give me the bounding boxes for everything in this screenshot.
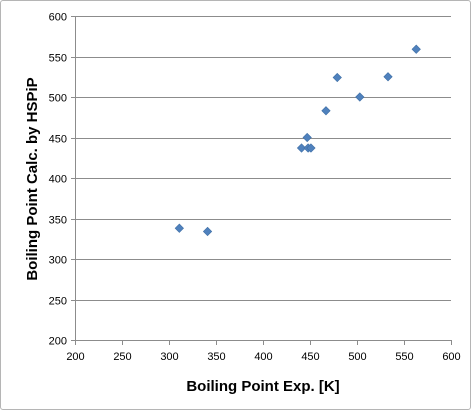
- gridlines: [75, 16, 451, 301]
- data-point: [411, 44, 421, 54]
- y-tick-label: 500: [49, 93, 67, 105]
- data-point: [321, 106, 331, 116]
- data-point: [355, 92, 365, 102]
- y-tick-label: 450: [49, 134, 67, 146]
- x-tick-label: 600: [442, 351, 460, 363]
- y-tick-labels: 200 250 300 350 400 450 500 550 600: [49, 12, 67, 348]
- data-point: [302, 132, 312, 143]
- y-tick-label: 250: [49, 296, 67, 308]
- x-tick-label: 200: [66, 351, 84, 363]
- y-axis-title: Boiling Point Calc. by HSPiP: [24, 77, 41, 280]
- axes: [71, 16, 452, 345]
- x-tick-label: 450: [301, 351, 319, 363]
- data-point: [174, 223, 184, 233]
- y-tick-label: 550: [49, 53, 67, 65]
- x-tick-label: 400: [254, 351, 272, 363]
- y-tick-label: 350: [49, 215, 67, 227]
- data-point: [296, 143, 307, 153]
- data-point: [202, 226, 213, 237]
- x-tick-label: 300: [160, 351, 178, 363]
- x-tick-label: 250: [113, 351, 131, 363]
- data-point: [306, 143, 316, 153]
- y-tick-label: 200: [49, 336, 67, 348]
- data-point: [383, 72, 393, 82]
- x-tick-label: 500: [348, 351, 366, 363]
- x-tick-labels: 200 250 300 350 400 450 500 550 600: [66, 351, 460, 363]
- data-point: [332, 72, 342, 83]
- y-tick-label: 600: [49, 12, 67, 24]
- y-tick-label: 400: [49, 174, 67, 186]
- data-points: [174, 44, 421, 237]
- y-tick-label: 300: [49, 255, 67, 267]
- x-tick-label: 550: [395, 351, 413, 363]
- x-tick-label: 350: [207, 351, 225, 363]
- x-axis-title: Boiling Point Exp. [K]: [186, 378, 339, 395]
